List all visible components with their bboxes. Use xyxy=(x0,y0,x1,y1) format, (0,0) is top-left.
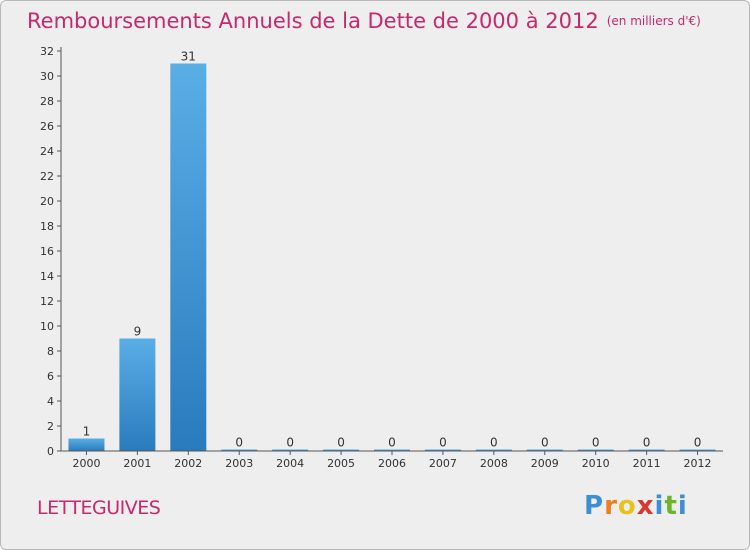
y-tick-label: 20 xyxy=(40,195,54,208)
bar-value-label: 0 xyxy=(694,436,702,450)
x-tick-label: 2008 xyxy=(480,457,508,470)
bar-2005 xyxy=(323,449,360,451)
logo-letter: i xyxy=(654,491,665,521)
bar-value-label: 0 xyxy=(439,436,447,450)
bar-2010 xyxy=(577,449,614,451)
proxiti-logo: Proxiti xyxy=(584,491,688,521)
x-tick-label: 2004 xyxy=(276,457,304,470)
x-tick-label: 2001 xyxy=(123,457,151,470)
bar-value-label: 31 xyxy=(181,50,196,64)
logo-letter: t xyxy=(664,491,678,521)
y-tick-label: 10 xyxy=(40,320,54,333)
bar-value-label: 0 xyxy=(643,436,651,450)
y-tick-label: 8 xyxy=(47,345,54,358)
x-tick-label: 2012 xyxy=(684,457,712,470)
logo-letter: i xyxy=(677,491,688,521)
y-tick-label: 14 xyxy=(40,270,54,283)
y-tick-label: 4 xyxy=(47,395,54,408)
logo-letter: P xyxy=(584,491,605,521)
chart-title: Remboursements Annuels de la Dette de 20… xyxy=(27,9,701,33)
bar-value-label: 0 xyxy=(388,436,396,450)
y-tick-label: 16 xyxy=(40,245,54,258)
y-tick-label: 32 xyxy=(40,45,54,58)
chart-unit: (en milliers d'€) xyxy=(606,14,701,28)
bar-2000 xyxy=(68,438,105,451)
y-tick-label: 22 xyxy=(40,170,54,183)
chart-title-text: Remboursements Annuels de la Dette de 20… xyxy=(27,9,599,33)
logo-letter: o xyxy=(617,491,637,521)
x-tick-label: 2002 xyxy=(174,457,202,470)
y-tick-label: 30 xyxy=(40,70,54,83)
y-tick-label: 0 xyxy=(47,445,54,458)
bar-2001 xyxy=(119,338,156,451)
y-tick-label: 2 xyxy=(47,420,54,433)
logo-letter: r xyxy=(604,491,618,521)
y-tick-label: 12 xyxy=(40,295,54,308)
bar-value-label: 0 xyxy=(592,436,600,450)
bar-value-label: 0 xyxy=(490,436,498,450)
bar-2008 xyxy=(475,449,512,451)
x-tick-label: 2005 xyxy=(327,457,355,470)
y-tick-label: 18 xyxy=(40,220,54,233)
bar-value-label: 0 xyxy=(286,436,294,450)
bar-value-label: 0 xyxy=(235,436,243,450)
bar-2011 xyxy=(628,449,665,451)
logo-letter: x xyxy=(636,491,655,521)
x-tick-label: 2003 xyxy=(225,457,253,470)
x-tick-label: 2009 xyxy=(531,457,559,470)
bar-value-label: 1 xyxy=(83,425,91,439)
bar-value-label: 9 xyxy=(134,325,142,339)
commune-name: LETTEGUIVES xyxy=(37,497,161,519)
y-tick-label: 28 xyxy=(40,95,54,108)
x-tick-label: 2006 xyxy=(378,457,406,470)
x-tick-label: 2007 xyxy=(429,457,457,470)
bar-value-label: 0 xyxy=(337,436,345,450)
bar-2009 xyxy=(526,449,563,451)
y-tick-label: 24 xyxy=(40,145,54,158)
bar-2004 xyxy=(272,449,309,451)
y-tick-label: 6 xyxy=(47,370,54,383)
bar-2002 xyxy=(170,63,207,451)
y-tick-label: 26 xyxy=(40,120,54,133)
x-tick-label: 2010 xyxy=(582,457,610,470)
bar-value-label: 0 xyxy=(541,436,549,450)
bar-2003 xyxy=(221,449,258,451)
bar-2012 xyxy=(679,449,716,451)
bar-2007 xyxy=(424,449,461,451)
bar-2006 xyxy=(374,449,410,451)
x-tick-label: 2011 xyxy=(633,457,661,470)
x-tick-label: 2000 xyxy=(72,457,100,470)
